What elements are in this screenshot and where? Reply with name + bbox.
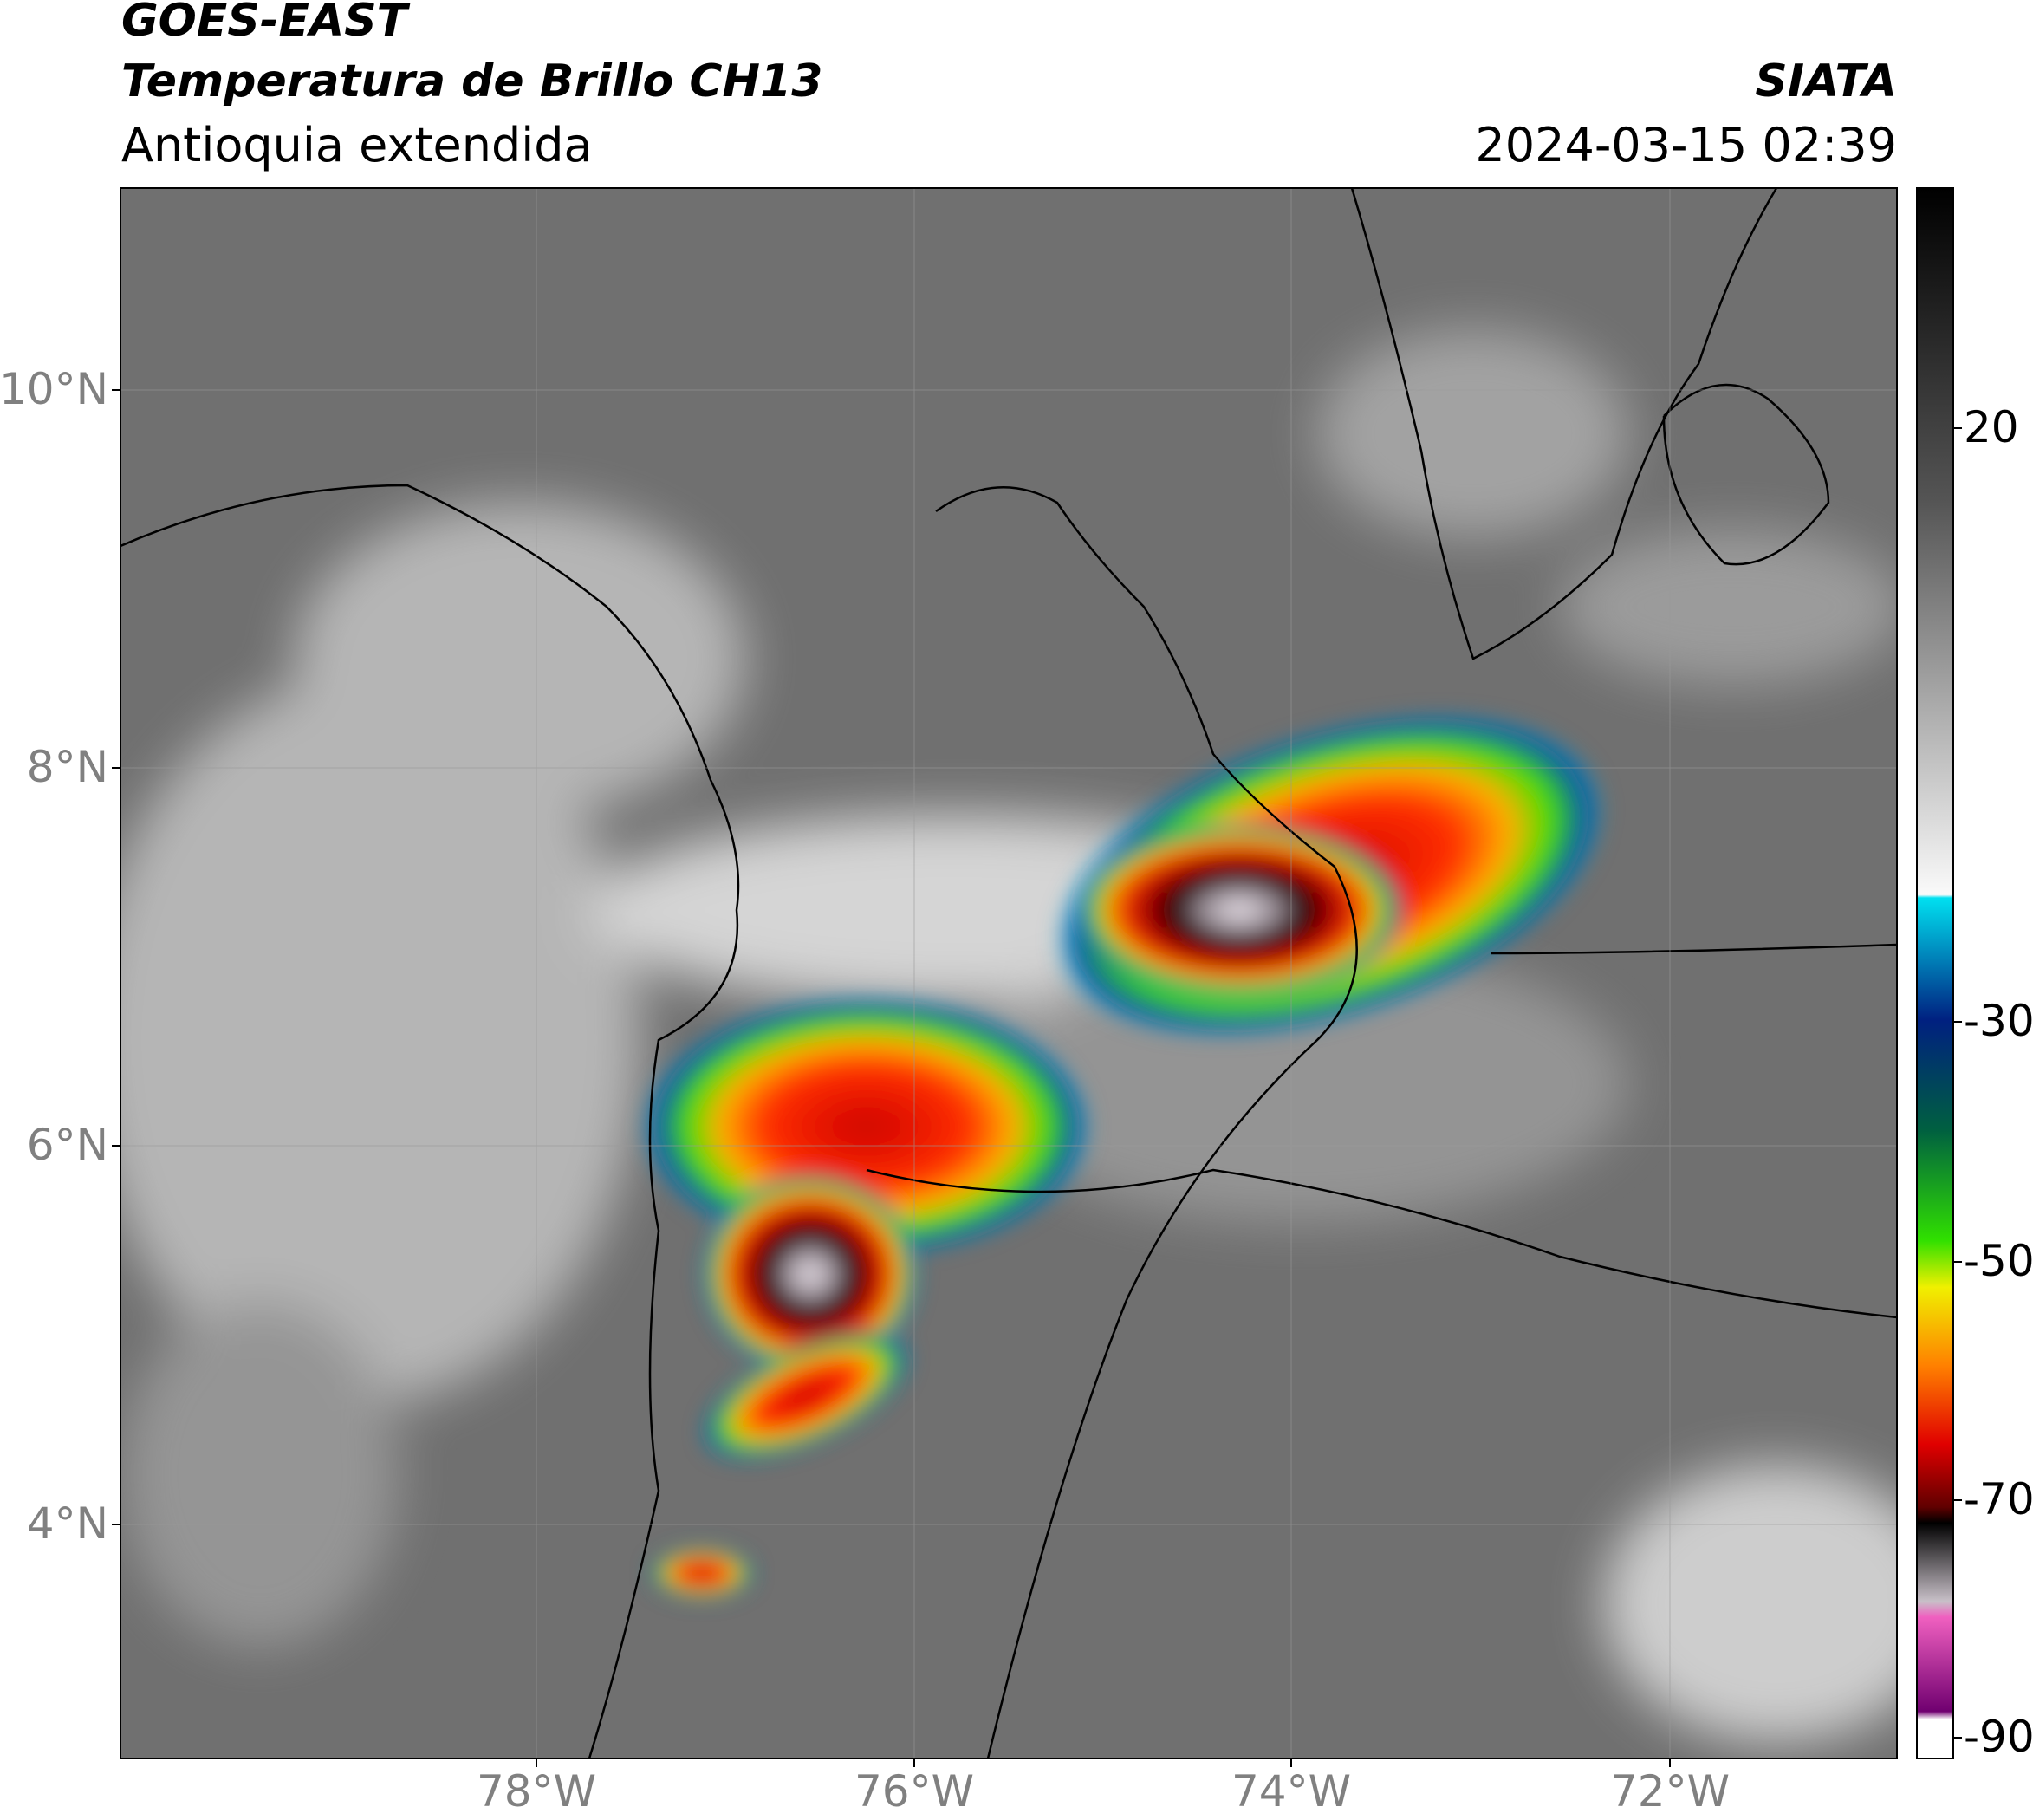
lat-label: 4°N (26, 1498, 108, 1549)
lon-label: 76°W (854, 1766, 975, 1817)
lon-label: 74°W (1231, 1766, 1352, 1817)
datetime: 2024-03-15 02:39 (1475, 118, 1897, 172)
subtitle: Temperatura de Brillo CH13 (121, 55, 823, 107)
colorbar-tick-label: 20 (1964, 402, 2019, 452)
colorbar-tick-label: -50 (1964, 1236, 2033, 1286)
region: Antioquia extendida (121, 118, 593, 172)
colorbar-tick-label: -90 (1964, 1712, 2033, 1762)
lat-label: 8°N (26, 742, 108, 792)
colorbar (1916, 187, 1954, 1759)
map-frame (120, 187, 1898, 1759)
lon-label: 72°W (1609, 1766, 1731, 1817)
source: SIATA (1755, 55, 1897, 107)
lat-label: 10°N (0, 364, 108, 414)
lon-label: 78°W (476, 1766, 597, 1817)
imagery (120, 188, 1897, 1758)
colorbar-tick-label: -30 (1964, 996, 2033, 1046)
colorbar-tick-label: -70 (1964, 1474, 2033, 1524)
lat-label: 6°N (26, 1120, 108, 1170)
title: GOES-EAST (121, 0, 408, 47)
graticule (120, 188, 1897, 1758)
